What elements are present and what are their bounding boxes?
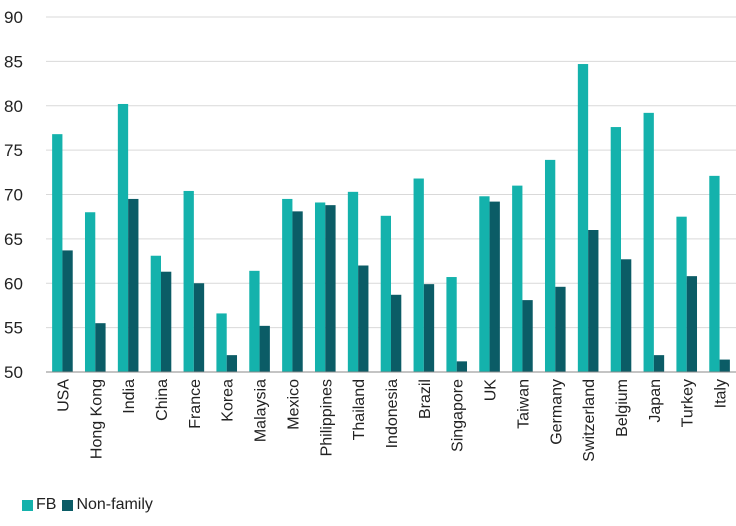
bar-non-family-france	[193, 283, 205, 372]
bar-fb-philippines	[314, 202, 326, 372]
x-tick-label: Hong Kong	[88, 379, 105, 459]
x-tick-label: Malaysia	[253, 379, 270, 442]
bar-fb-malaysia	[249, 270, 260, 372]
bar-fb-hong-kong	[84, 212, 96, 372]
bar-non-family-india	[128, 198, 139, 372]
bar-non-family-italy	[719, 359, 730, 372]
bar-fb-belgium	[610, 127, 621, 372]
x-tick-label: USA	[55, 379, 72, 412]
x-tick-label: China	[154, 379, 171, 421]
y-tick-label: 75	[4, 141, 23, 160]
bar-non-family-turkey	[686, 276, 698, 372]
x-tick-label: Switzerland	[581, 379, 598, 462]
x-tick-label: UK	[483, 379, 500, 402]
x-tick-label: France	[187, 379, 204, 429]
x-tick-label: Taiwan	[515, 379, 532, 429]
x-tick-label: Turkey	[680, 379, 697, 427]
bar-fb-korea	[216, 313, 227, 372]
bar-fb-japan	[643, 112, 654, 372]
bar-fb-china	[150, 255, 161, 372]
x-tick-label: Germany	[548, 379, 565, 445]
x-tick-label: India	[121, 379, 138, 414]
bar-non-family-usa	[62, 250, 73, 372]
bar-fb-mexico	[282, 198, 293, 372]
bar-non-family-indonesia	[391, 294, 402, 372]
y-tick-label: 70	[4, 186, 23, 205]
bar-fb-switzerland	[577, 64, 589, 372]
x-tick-label: Indonesia	[384, 379, 401, 448]
y-tick-label: 55	[4, 319, 23, 338]
bar-fb-italy	[709, 175, 720, 372]
legend: FB Non-family	[22, 496, 159, 514]
x-tick-label: Thailand	[351, 379, 368, 440]
bar-non-family-singapore	[456, 361, 468, 372]
x-tick-label: Philippines	[318, 379, 335, 456]
bar-chart: 50 55 60 65 70 75 80 85 90 USA Hong Kong India Chin…	[4, 8, 736, 462]
bar-fb-singapore	[446, 277, 457, 372]
bar-non-family-germany	[555, 286, 566, 372]
bar-fb-indonesia	[380, 215, 391, 372]
bar-non-family-malaysia	[259, 325, 270, 372]
y-axis-tick-labels: 50 55 60 65 70 75 80 85 90	[4, 8, 23, 382]
bar-non-family-uk	[489, 201, 500, 372]
x-tick-label: Mexico	[285, 379, 302, 430]
bar-non-family-hong-kong	[95, 323, 106, 372]
y-tick-label: 90	[4, 8, 23, 27]
y-tick-label: 80	[4, 97, 23, 116]
x-tick-label: Singapore	[450, 379, 467, 452]
y-tick-label: 65	[4, 230, 23, 249]
bar-non-family-japan	[653, 355, 665, 372]
bar-non-family-thailand	[358, 265, 369, 372]
y-tick-label: 50	[4, 363, 23, 382]
x-tick-label: Italy	[713, 379, 730, 408]
legend-swatch-fb	[22, 499, 33, 511]
bar-non-family-brazil	[423, 284, 435, 372]
bar-non-family-belgium	[621, 259, 632, 372]
bar-non-family-china	[161, 271, 172, 372]
legend-swatch-non-family	[62, 499, 74, 511]
x-axis-tick-labels: USA Hong Kong India China France Korea Malaysi…	[55, 379, 729, 462]
bar-fb-india	[117, 103, 129, 372]
x-tick-label: Belgium	[614, 379, 631, 437]
x-tick-label: Japan	[647, 379, 664, 423]
bar-fb-uk	[479, 196, 490, 372]
bar-fb-thailand	[347, 191, 359, 372]
bar-fb-germany	[544, 159, 556, 372]
legend-item-fb: FB	[22, 496, 56, 514]
bar-non-family-philippines	[325, 205, 336, 372]
bar-non-family-taiwan	[522, 300, 533, 372]
bars	[52, 64, 730, 372]
bar-fb-france	[183, 190, 194, 372]
legend-item-non-family: Non-family	[62, 496, 153, 514]
y-tick-label: 85	[4, 52, 23, 71]
y-tick-label: 60	[4, 274, 23, 293]
bar-fb-brazil	[413, 178, 424, 372]
x-tick-label: Korea	[220, 379, 237, 422]
bar-fb-usa	[52, 134, 63, 372]
legend-label-non-family: Non-family	[76, 496, 153, 513]
bar-fb-taiwan	[512, 185, 523, 372]
bar-non-family-switzerland	[588, 230, 599, 372]
bar-non-family-mexico	[292, 211, 303, 372]
bar-non-family-korea	[226, 355, 238, 372]
bar-fb-turkey	[676, 216, 687, 372]
x-tick-label: Brazil	[417, 379, 434, 419]
legend-label-fb: FB	[36, 496, 57, 513]
